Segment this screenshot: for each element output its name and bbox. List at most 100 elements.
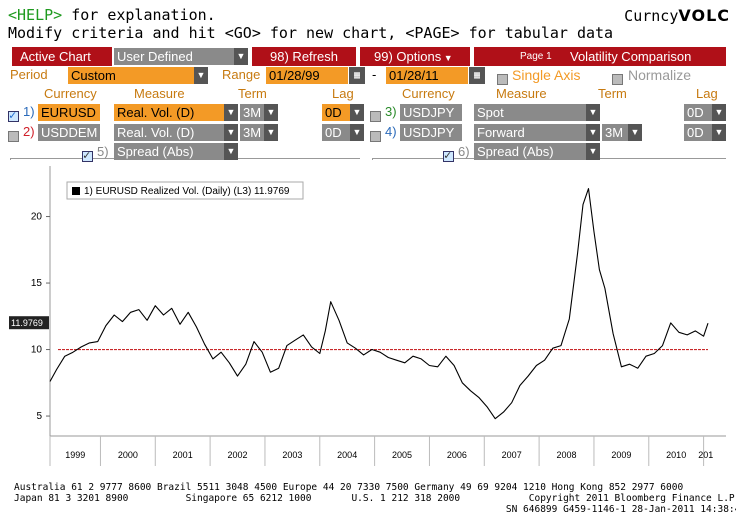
x-tick-label: 2000 <box>118 450 138 460</box>
chevron-down-icon: ▼ <box>586 124 600 141</box>
brand-code: VOLC <box>678 6 730 25</box>
last-value-label: 11.9769 <box>11 318 43 328</box>
footer-line: SN 646899 G459-1146-1 28-Jan-2011 14:38:… <box>14 504 736 515</box>
column-header-lag: Lag <box>696 86 718 101</box>
x-tick-label: 2006 <box>447 450 467 460</box>
refresh-button[interactable]: 98) Refresh <box>252 47 356 66</box>
x-tick-label: 2004 <box>337 450 357 460</box>
series1-checkbox[interactable]: ✓ <box>8 106 19 125</box>
chevron-down-icon: ▼ <box>712 124 726 141</box>
chevron-down-icon: ▼ <box>712 104 726 121</box>
column-header-term: Term <box>598 86 627 101</box>
chevron-down-icon: ▼ <box>264 124 278 141</box>
normalize-label: Normalize <box>628 67 692 83</box>
series4-checkbox[interactable] <box>370 126 381 145</box>
chevron-down-icon: ▼ <box>350 124 364 141</box>
chevron-down-icon: ▼ <box>586 143 600 160</box>
series4-number: 4) <box>385 124 397 139</box>
series3-measure-dropdown[interactable]: Spot ▼ <box>474 104 600 121</box>
x-tick-label: 201 <box>698 450 713 460</box>
column-header-currency: Currency <box>402 86 455 101</box>
x-tick-label: 2002 <box>228 450 248 460</box>
function-brand: CurncyVOLC <box>624 6 730 25</box>
column-header-currency: Currency <box>44 86 97 101</box>
help-line: <HELP> for explanation. <box>8 6 216 24</box>
series4-term-dropdown[interactable]: 3M ▼ <box>602 124 642 141</box>
help-text: for explanation. <box>62 6 216 24</box>
range-separator: - <box>372 67 377 82</box>
x-tick-label: 2008 <box>557 450 577 460</box>
legend-box <box>66 181 304 200</box>
series2-currency-input[interactable]: USDDEM <box>38 124 100 141</box>
column-header-measure: Measure <box>134 86 185 101</box>
spread5-measure-dropdown[interactable]: Spread (Abs) ▼ <box>114 143 238 160</box>
y-tick-label: 5 <box>36 411 42 422</box>
x-tick-label: 2005 <box>392 450 412 460</box>
y-tick-label: 20 <box>31 212 43 223</box>
x-tick-label: 1999 <box>65 450 85 460</box>
footer-line: Australia 61 2 9777 8600 Brazil 5511 304… <box>14 482 684 493</box>
y-tick-label: 15 <box>31 278 43 289</box>
volatility-chart[interactable]: 5 10 15 20 1999 2000 2001 2002 2003 2004 2005 2006… <box>0 158 736 480</box>
title-bar: Page 1 Volatility Comparison <box>474 47 726 66</box>
active-chart-label: Active Chart <box>12 47 112 66</box>
column-header-measure: Measure <box>496 86 547 101</box>
x-tick-label: 2003 <box>282 450 302 460</box>
normalize-checkbox[interactable] <box>612 69 623 88</box>
period-dropdown[interactable]: Custom ▼ <box>68 67 208 84</box>
series4-currency-input[interactable]: USDJPY <box>400 124 462 141</box>
help-key[interactable]: <HELP> <box>8 6 63 24</box>
spread6-checkbox[interactable]: ✓ <box>443 146 454 165</box>
series-line-1 <box>49 188 709 420</box>
range-label: Range <box>222 67 261 82</box>
column-header-lag: Lag <box>332 86 354 101</box>
spread6-measure-dropdown[interactable]: Spread (Abs) ▼ <box>474 143 600 160</box>
chevron-down-icon: ▼ <box>350 104 364 121</box>
chevron-down-icon: ▼ <box>224 124 238 141</box>
series4-measure-dropdown[interactable]: Forward ▼ <box>474 124 600 141</box>
series1-term-dropdown[interactable]: 3M ▼ <box>240 104 278 121</box>
last-value-tag <box>9 316 49 330</box>
chevron-down-icon: ▼ <box>586 104 600 121</box>
spread5-number: 5) <box>97 144 109 159</box>
range-start-input[interactable]: 01/28/99 <box>266 67 348 84</box>
chevron-down-icon: ▼ <box>194 67 208 84</box>
chevron-down-icon: ▼ <box>628 124 642 141</box>
x-tick-label: 2001 <box>173 450 193 460</box>
brand-prefix: Curncy <box>624 7 679 25</box>
calendar-icon[interactable]: ▦ <box>349 67 365 84</box>
series2-measure-dropdown[interactable]: Real. Vol. (D) ▼ <box>114 124 238 141</box>
series3-lag-dropdown[interactable]: 0D ▼ <box>684 104 726 121</box>
series2-lag-dropdown[interactable]: 0D ▼ <box>322 124 364 141</box>
calendar-icon[interactable]: ▦ <box>469 67 485 84</box>
chevron-down-icon: ▼ <box>264 104 278 121</box>
single-axis-label: Single Axis <box>512 67 581 83</box>
options-button[interactable]: 99) Options ▼ <box>360 47 470 66</box>
instruction-line: Modify criteria and hit <GO> for new cha… <box>8 24 614 42</box>
single-axis-checkbox[interactable] <box>497 69 508 88</box>
series2-term-dropdown[interactable]: 3M ▼ <box>240 124 278 141</box>
footer-line: Japan 81 3 3201 8900 Singapore 65 6212 1… <box>14 493 736 504</box>
chevron-down-icon: ▼ <box>224 143 238 160</box>
series3-checkbox[interactable] <box>370 106 381 125</box>
range-end-input[interactable]: 01/28/11 <box>386 67 468 84</box>
spread6-number: 6) <box>458 144 470 159</box>
footer-contacts: Australia 61 2 9777 8600 Brazil 5511 304… <box>14 482 736 515</box>
series1-currency-input[interactable]: EURUSD <box>38 104 100 121</box>
page-indicator: Page 1 <box>520 51 552 62</box>
series3-currency-input[interactable]: USDJPY <box>400 104 462 121</box>
y-tick-label: 10 <box>31 345 43 356</box>
series4-lag-dropdown[interactable]: 0D ▼ <box>684 124 726 141</box>
series2-checkbox[interactable] <box>8 126 19 145</box>
chart-mode-dropdown[interactable]: User Defined ▼ <box>114 48 248 65</box>
series1-number: 1) <box>23 104 35 119</box>
chevron-down-icon: ▼ <box>234 48 248 65</box>
spread5-checkbox[interactable]: ✓ <box>82 146 93 165</box>
legend-text: 1) EURUSD Realized Vol. (Daily) (L3) 11.… <box>84 186 290 197</box>
legend-swatch <box>72 187 80 195</box>
series1-measure-dropdown[interactable]: Real. Vol. (D) ▼ <box>114 104 238 121</box>
series3-number: 3) <box>385 104 397 119</box>
page-title: Volatility Comparison <box>570 49 692 64</box>
series1-lag-dropdown[interactable]: 0D ▼ <box>322 104 364 121</box>
x-tick-label: 2007 <box>502 450 522 460</box>
